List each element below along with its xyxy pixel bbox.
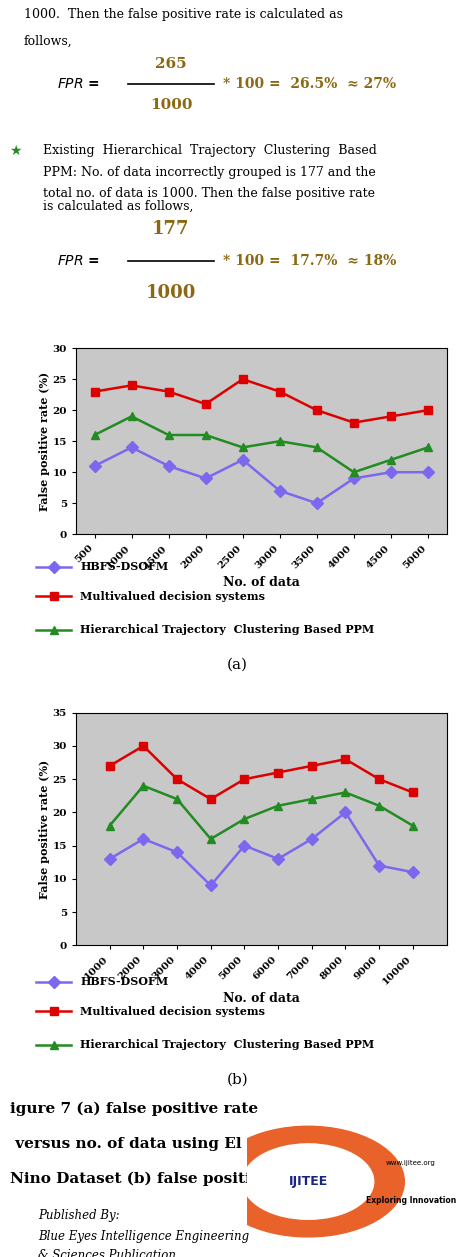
Text: IJITEE: IJITEE xyxy=(288,1175,328,1188)
Text: Hierarchical Trajectory  Clustering Based PPM: Hierarchical Trajectory Clustering Based… xyxy=(80,1040,374,1050)
Text: is calculated as follows,: is calculated as follows, xyxy=(43,200,193,214)
Text: * 100 =  26.5%  ≈ 27%: * 100 = 26.5% ≈ 27% xyxy=(223,77,396,91)
Text: 1000.  Then the false positive rate is calculated as: 1000. Then the false positive rate is ca… xyxy=(24,8,343,21)
Text: & Sciences Publication: & Sciences Publication xyxy=(38,1249,176,1257)
Text: Blue Eyes Intelligence Engineering: Blue Eyes Intelligence Engineering xyxy=(38,1231,249,1243)
Text: www.ijitee.org: www.ijitee.org xyxy=(386,1160,436,1165)
Text: 1000: 1000 xyxy=(146,284,196,302)
Text: HBFS-DSOFM: HBFS-DSOFM xyxy=(80,977,169,987)
Circle shape xyxy=(212,1126,404,1237)
Text: versus no. of data using El: versus no. of data using El xyxy=(10,1136,241,1150)
Y-axis label: False positive rate (%): False positive rate (%) xyxy=(38,759,50,899)
Text: Nino Dataset (b) false positive: Nino Dataset (b) false positive xyxy=(10,1172,269,1185)
Text: Hierarchical Trajectory  Clustering Based PPM: Hierarchical Trajectory Clustering Based… xyxy=(80,625,374,635)
X-axis label: No. of data: No. of data xyxy=(223,576,300,588)
Text: total no. of data is 1000. Then the false positive rate: total no. of data is 1000. Then the fals… xyxy=(43,187,375,200)
Text: Multivalued decision systems: Multivalued decision systems xyxy=(80,591,265,602)
X-axis label: No. of data: No. of data xyxy=(223,992,300,1004)
Circle shape xyxy=(243,1144,374,1219)
Y-axis label: False positive rate (%): False positive rate (%) xyxy=(38,372,50,510)
Text: * 100 =  17.7%  ≈ 18%: * 100 = 17.7% ≈ 18% xyxy=(223,254,397,268)
Text: HBFS-DSOFM: HBFS-DSOFM xyxy=(80,562,169,572)
Text: $\mathit{FPR}$ =: $\mathit{FPR}$ = xyxy=(57,77,100,91)
Text: PPM: No. of data incorrectly grouped is 177 and the: PPM: No. of data incorrectly grouped is … xyxy=(43,166,376,178)
Text: 265: 265 xyxy=(155,58,187,72)
Text: $\mathit{FPR}$ =: $\mathit{FPR}$ = xyxy=(57,254,100,268)
Text: 177: 177 xyxy=(152,220,190,238)
Text: 1000: 1000 xyxy=(150,98,192,112)
Text: (b): (b) xyxy=(227,1072,248,1087)
Text: igure 7 (a) false positive rate: igure 7 (a) false positive rate xyxy=(10,1102,257,1116)
Text: Multivalued decision systems: Multivalued decision systems xyxy=(80,1006,265,1017)
Text: Exploring Innovation: Exploring Innovation xyxy=(366,1195,456,1205)
Text: ★: ★ xyxy=(10,145,22,158)
Text: (a): (a) xyxy=(227,657,248,672)
Text: Existing  Hierarchical  Trajectory  Clustering  Based: Existing Hierarchical Trajectory Cluster… xyxy=(43,145,377,157)
Text: Published By:: Published By: xyxy=(38,1209,120,1223)
Text: follows,: follows, xyxy=(24,35,72,48)
